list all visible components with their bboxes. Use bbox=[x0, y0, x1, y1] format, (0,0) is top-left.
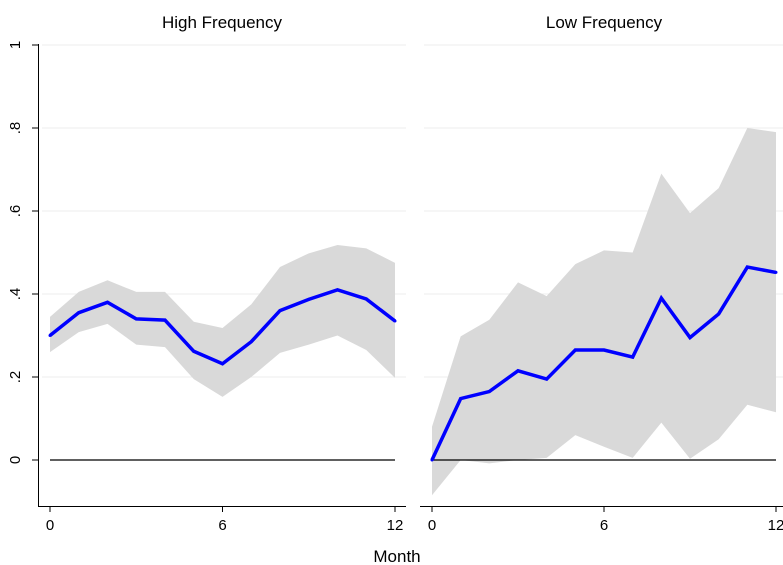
y-tick-label: .8 bbox=[7, 122, 24, 135]
estimate-point bbox=[602, 348, 606, 352]
x-tick-label: 0 bbox=[46, 517, 54, 534]
estimate-point bbox=[307, 297, 311, 301]
estimate-point bbox=[659, 296, 663, 300]
estimate-point bbox=[134, 317, 138, 321]
x-tick-label: 12 bbox=[387, 517, 404, 534]
y-tick-label: .2 bbox=[7, 371, 24, 384]
estimate-point bbox=[77, 311, 81, 315]
estimate-point bbox=[48, 334, 52, 337]
x-axis-label: Month bbox=[373, 547, 420, 565]
panel-title: Low Frequency bbox=[546, 13, 663, 32]
y-tick-label: .6 bbox=[7, 205, 24, 218]
estimate-point bbox=[631, 355, 635, 359]
x-tick-label: 0 bbox=[428, 517, 436, 534]
x-tick-label: 6 bbox=[600, 517, 608, 534]
panel-low-frequency: Low Frequency 0 6 12 bbox=[420, 13, 783, 534]
estimate-point bbox=[459, 397, 463, 401]
confidence-band bbox=[432, 128, 776, 496]
x-tick-label: 6 bbox=[218, 517, 226, 534]
estimate-point bbox=[106, 300, 109, 304]
estimate-point bbox=[774, 270, 778, 274]
estimate-point bbox=[745, 265, 749, 269]
estimate-point bbox=[192, 349, 196, 353]
y-tick-label: .4 bbox=[7, 288, 24, 301]
estimate-point bbox=[278, 309, 282, 313]
estimate-point bbox=[717, 312, 721, 316]
estimate-point bbox=[545, 377, 549, 381]
y-tick-label: 0 bbox=[7, 456, 24, 464]
panel-high-frequency: High Frequency 0 6 12 0 .2 .4 .6 .8 1 bbox=[7, 13, 406, 534]
panel-title: High Frequency bbox=[162, 13, 283, 32]
estimate-point bbox=[393, 319, 397, 323]
estimate-point bbox=[573, 348, 577, 352]
x-tick-label: 12 bbox=[768, 517, 783, 534]
estimate-point bbox=[249, 340, 253, 344]
estimate-point bbox=[163, 318, 167, 322]
confidence-band bbox=[50, 245, 395, 397]
y-tick-label: 1 bbox=[7, 41, 24, 49]
estimate-point bbox=[364, 297, 368, 301]
estimate-point bbox=[688, 336, 692, 340]
estimate-point bbox=[336, 288, 339, 292]
estimate-point bbox=[221, 362, 224, 366]
estimate-point bbox=[430, 458, 434, 462]
estimate-point bbox=[487, 390, 491, 394]
estimate-point bbox=[516, 369, 520, 373]
